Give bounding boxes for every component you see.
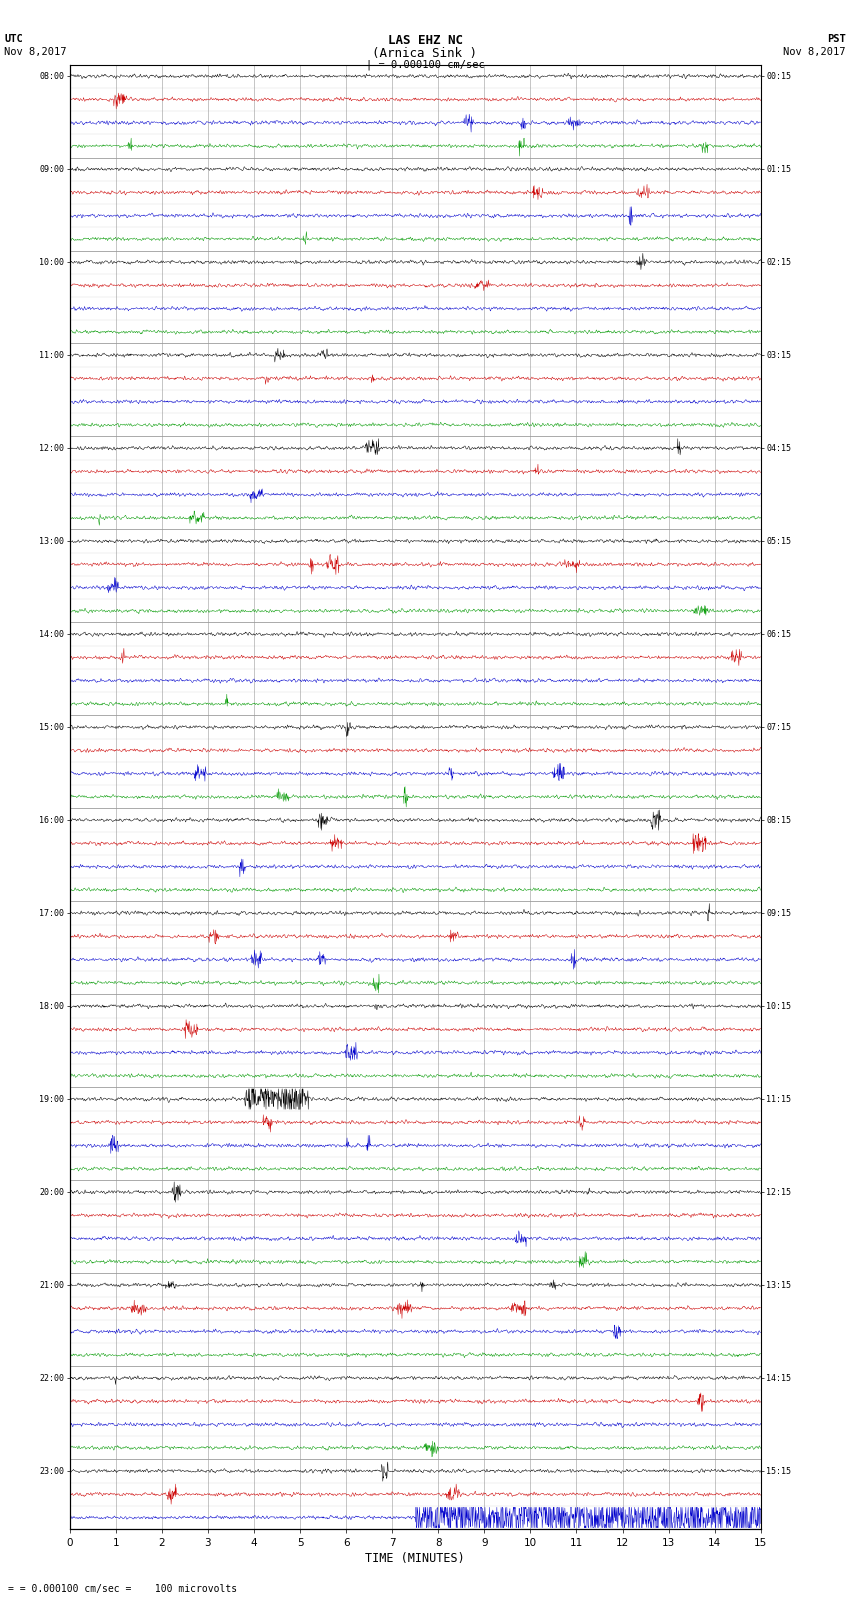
Text: Nov 8,2017: Nov 8,2017 (783, 47, 846, 56)
Text: | = 0.000100 cm/sec: | = 0.000100 cm/sec (366, 60, 484, 71)
Text: (Arnica Sink ): (Arnica Sink ) (372, 47, 478, 60)
Text: UTC: UTC (4, 34, 23, 44)
Text: LAS EHZ NC: LAS EHZ NC (388, 34, 462, 47)
Text: = = 0.000100 cm/sec =    100 microvolts: = = 0.000100 cm/sec = 100 microvolts (8, 1584, 238, 1594)
X-axis label: TIME (MINUTES): TIME (MINUTES) (366, 1552, 465, 1565)
Text: Nov 8,2017: Nov 8,2017 (4, 47, 67, 56)
Text: PST: PST (827, 34, 846, 44)
